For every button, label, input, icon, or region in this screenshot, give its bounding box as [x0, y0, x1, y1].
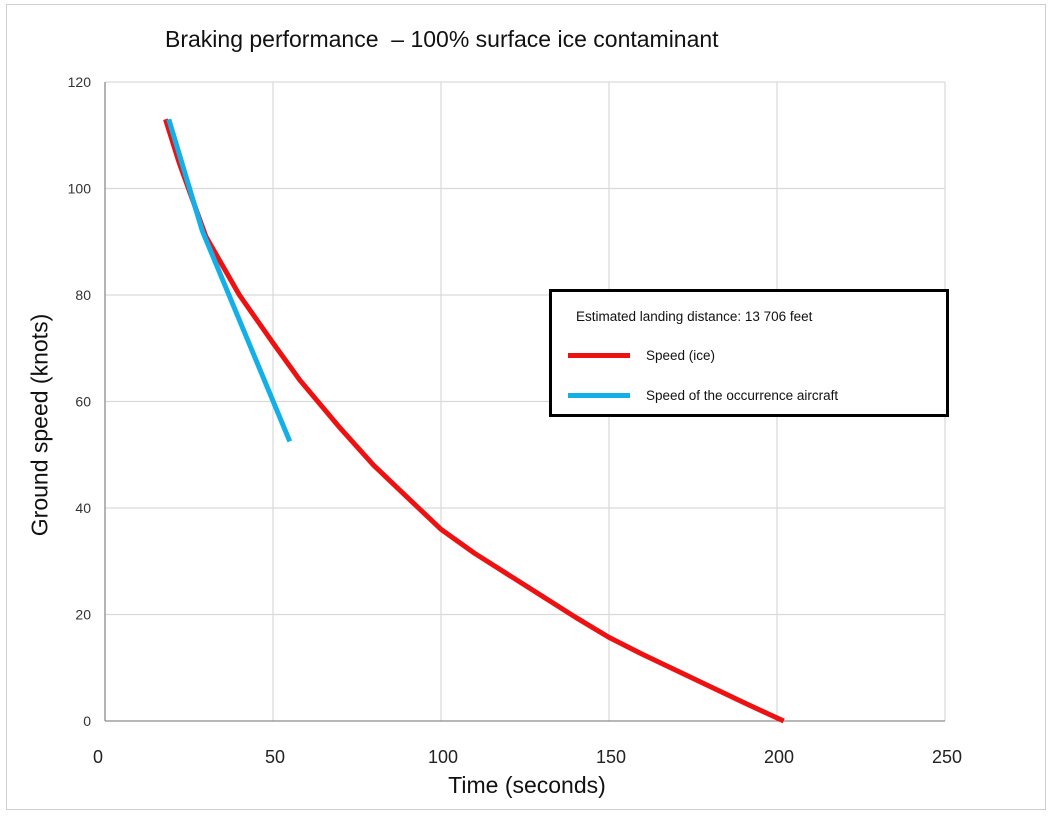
x-tick-label: 250	[932, 747, 962, 767]
legend-annotation: Estimated landing distance: 13 706 feet	[576, 309, 813, 324]
legend-swatch-occurrence	[568, 392, 630, 398]
y-tick-label: 120	[68, 74, 92, 90]
y-tick-label: 20	[75, 607, 91, 623]
series-lines	[163, 118, 785, 724]
legend-entry-ice: Speed (ice)	[568, 346, 715, 364]
x-tick-label: 100	[428, 747, 458, 767]
x-axis-label: Time (seconds)	[448, 772, 606, 798]
y-tick-label: 40	[75, 500, 91, 516]
y-tick-label: 100	[68, 181, 92, 197]
legend-entry-occurrence: Speed of the occurrence aircraft	[568, 386, 838, 404]
x-tick-labels: 0 50 100 150 200 250	[93, 747, 962, 767]
legend: Estimated landing distance: 13 706 feet …	[549, 289, 949, 417]
series-line-occurrence	[166, 118, 293, 443]
y-tick-labels: 0 20 40 60 80 100 120	[68, 74, 92, 729]
axes	[104, 82, 945, 722]
y-tick-label: 60	[75, 394, 91, 410]
x-tick-label: 50	[265, 747, 285, 767]
y-axis-label: Ground speed (knots)	[26, 313, 53, 537]
legend-label-ice: Speed (ice)	[646, 347, 716, 363]
x-axis-label-wrap: Time (seconds)	[0, 772, 1054, 799]
chart-title: Braking performance – 100% surface ice c…	[165, 26, 719, 52]
legend-swatch-ice	[568, 352, 630, 358]
x-tick-label: 150	[596, 747, 626, 767]
legend-label-occurrence: Speed of the occurrence aircraft	[646, 387, 839, 403]
series-line-ice	[163, 118, 785, 724]
x-tick-label: 200	[764, 747, 794, 767]
x-tick-label: 0	[93, 747, 103, 767]
y-tick-label: 0	[83, 713, 91, 729]
y-tick-label: 80	[75, 287, 91, 303]
